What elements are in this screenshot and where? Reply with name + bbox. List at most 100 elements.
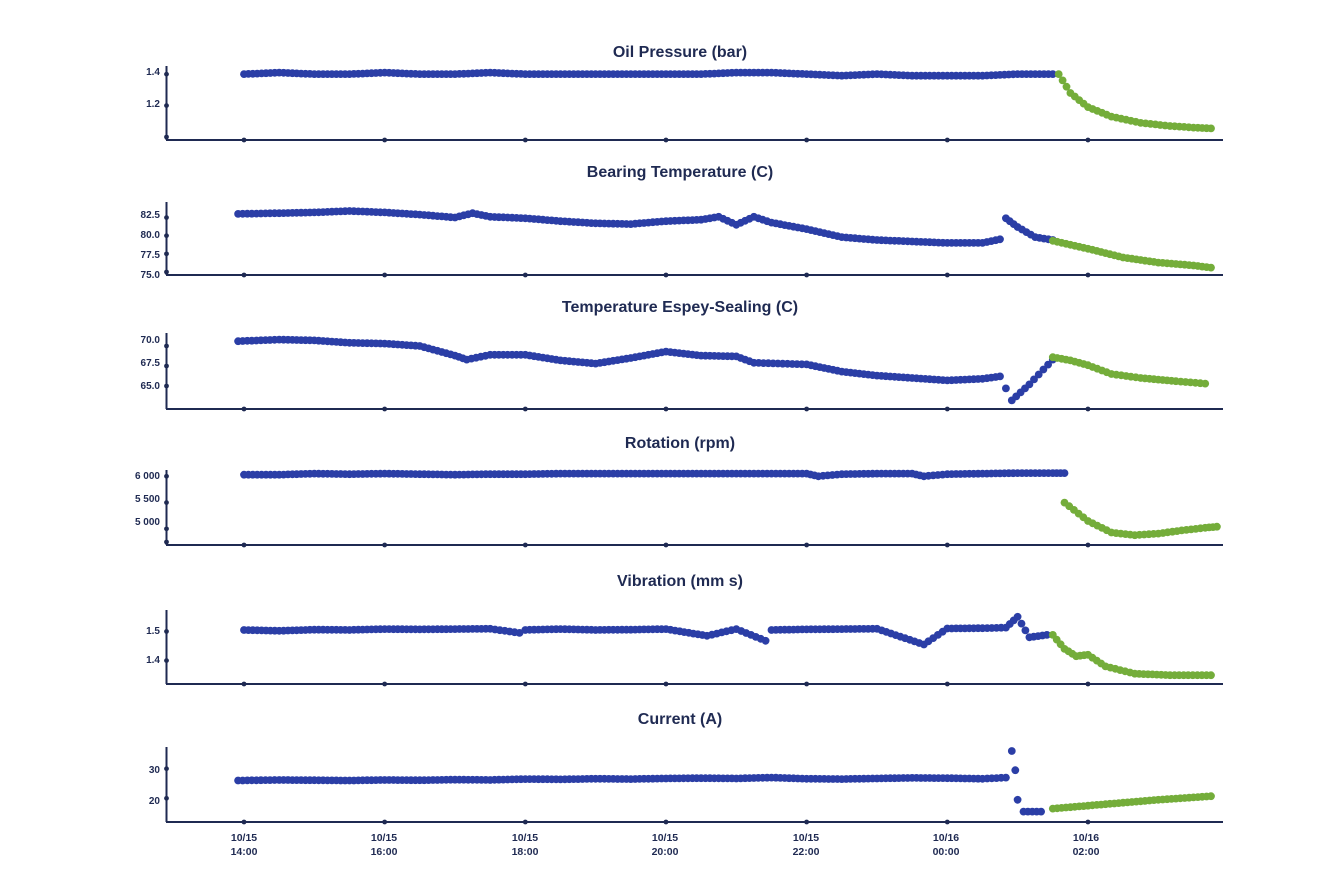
x-tick-mark <box>241 542 247 548</box>
panel-vibration: Vibration (mm s) 1.5 1.4 <box>146 573 1223 687</box>
x-tick-time: 18:00 <box>512 846 539 858</box>
data-point-blue <box>1002 773 1010 782</box>
y-tick-label: 1.2 <box>146 99 160 110</box>
data-point-blue <box>1017 619 1026 628</box>
x-tick-time: 02:00 <box>1073 846 1100 858</box>
y-tick-mark <box>164 215 169 220</box>
x-tick-mark <box>522 681 528 687</box>
x-tick-mark <box>663 137 669 143</box>
data-point-blue <box>1013 795 1022 804</box>
y-tick-mark <box>164 363 169 369</box>
data-point-blue <box>996 235 1004 244</box>
x-tick-mark <box>241 137 247 143</box>
data-point-green <box>1054 70 1063 78</box>
data-point-blue <box>1060 469 1069 477</box>
y-tick-label: 80.0 <box>141 230 161 241</box>
data-point-blue <box>1021 626 1030 635</box>
data-point-blue <box>761 636 770 645</box>
data-point-blue <box>996 372 1004 381</box>
x-tick-date: 10/15 <box>231 832 257 844</box>
data-point-green <box>1058 76 1067 85</box>
data-point-blue <box>1034 370 1043 379</box>
panel-oil-pressure: Oil Pressure (bar) 1.4 1.2 <box>146 44 1223 143</box>
x-tick-mark <box>944 542 950 548</box>
y-tick-label: 20 <box>149 796 161 807</box>
x-tick-mark <box>804 681 810 687</box>
x-tick-mark <box>522 819 528 825</box>
y-tick-mark <box>164 103 169 108</box>
data-point-blue <box>515 629 524 637</box>
data-point-blue <box>1037 807 1045 816</box>
y-tick-mark <box>164 343 169 349</box>
x-tick-date: 10/15 <box>371 832 397 844</box>
x-tick-date: 10/15 <box>512 832 538 844</box>
x-tick-mark <box>241 406 247 412</box>
x-tick-mark <box>382 681 388 687</box>
data-point-blue <box>1013 612 1022 621</box>
y-tick-label: 6 000 <box>135 471 160 482</box>
y-tick-label: 75.0 <box>141 270 161 281</box>
data-point-blue <box>1039 365 1048 374</box>
x-tick-mark <box>944 272 950 278</box>
x-tick-mark <box>241 272 247 278</box>
x-tick-mark <box>1085 681 1091 687</box>
y-tick-label: 82.5 <box>141 210 161 221</box>
y-tick-mark <box>164 500 169 505</box>
x-tick-mark <box>382 137 388 143</box>
x-tick-mark <box>804 406 810 412</box>
y-tick-label: 5 500 <box>135 494 160 505</box>
y-tick-mark <box>164 71 169 77</box>
data-point-blue <box>1002 384 1010 393</box>
y-tick-mark <box>164 383 169 389</box>
x-tick-mark <box>522 406 528 412</box>
x-tick-mark <box>663 272 669 278</box>
x-tick-mark <box>663 819 669 825</box>
x-tick-mark <box>944 819 950 825</box>
x-tick-mark <box>1085 406 1091 412</box>
x-tick-mark <box>944 406 950 412</box>
panel-bearing-temperature: Bearing Temperature (C) 82.5 80.0 77.5 7… <box>141 164 1223 281</box>
data-point-green <box>1207 124 1215 133</box>
y-tick-mark <box>164 539 169 545</box>
x-tick-mark <box>522 137 528 143</box>
y-tick-label: 70.0 <box>141 335 161 346</box>
panel-title: Oil Pressure (bar) <box>613 44 747 61</box>
y-tick-label: 77.5 <box>141 250 161 261</box>
x-tick-mark <box>1085 542 1091 548</box>
data-point-green <box>1207 792 1215 801</box>
x-tick-date: 10/15 <box>652 832 678 844</box>
x-tick-mark <box>804 819 810 825</box>
y-tick-mark <box>164 658 169 663</box>
x-tick-mark <box>804 542 810 548</box>
x-tick-time: 14:00 <box>231 846 258 858</box>
x-tick-date: 10/15 <box>793 832 819 844</box>
data-point-green <box>1207 263 1215 272</box>
y-tick-mark <box>164 233 169 239</box>
y-tick-label: 1.4 <box>146 67 160 78</box>
x-tick-mark <box>382 542 388 548</box>
panel-title: Current (A) <box>638 711 722 728</box>
panel-title: Temperature Espey-Sealing (C) <box>562 299 798 316</box>
y-tick-mark <box>164 473 169 479</box>
y-tick-label: 67.5 <box>141 358 161 369</box>
data-point-blue <box>1044 360 1052 369</box>
x-tick-mark <box>522 272 528 278</box>
x-tick-mark <box>241 819 247 825</box>
y-tick-mark <box>164 134 169 140</box>
x-tick-mark <box>804 137 810 143</box>
y-tick-mark <box>164 251 169 257</box>
x-tick-mark <box>241 681 247 687</box>
data-point-blue <box>1025 380 1034 389</box>
panel-title: Rotation (rpm) <box>625 435 735 452</box>
y-tick-mark <box>164 629 169 634</box>
x-tick-mark <box>382 819 388 825</box>
x-tick-mark <box>663 542 669 548</box>
y-tick-label: 30 <box>149 765 161 776</box>
panel-rotation: Rotation (rpm) 6 000 5 500 5 000 <box>135 435 1223 548</box>
data-point-blue <box>1043 631 1051 639</box>
x-tick-mark <box>663 406 669 412</box>
x-tick-mark <box>1085 272 1091 278</box>
x-tick-mark <box>663 681 669 687</box>
x-tick-mark <box>804 272 810 278</box>
